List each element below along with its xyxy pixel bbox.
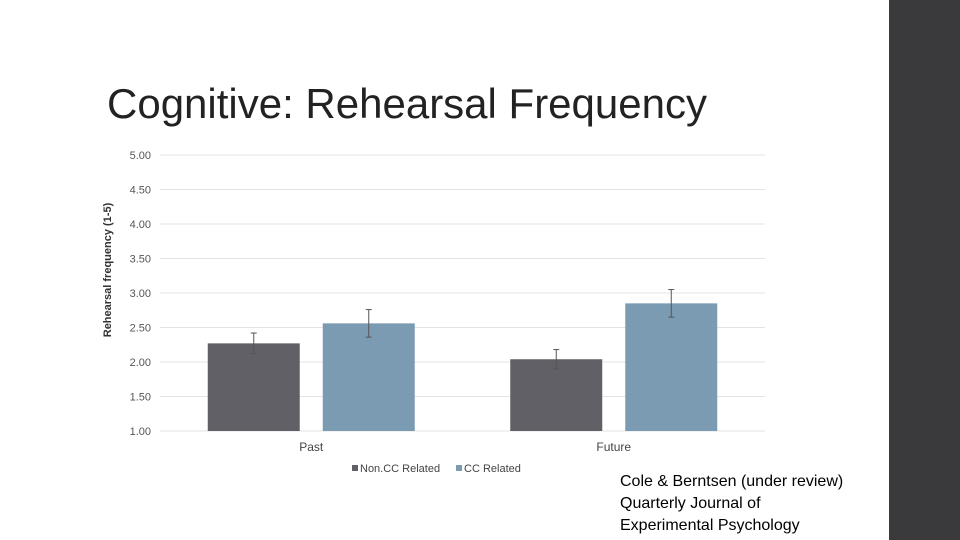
legend-label: CC Related [464,463,521,475]
x-tick-label: Past [299,440,324,454]
error-bar [553,349,560,370]
citation-line: Experimental Psychology [620,517,800,534]
bar [625,303,718,431]
y-tick-label: 2.50 [130,323,151,335]
x-tick-label: Future [596,440,631,454]
bar [207,343,300,431]
x-tick-labels: Past Future [299,440,631,454]
legend-label: Non.CC Related [360,463,440,475]
bars [207,303,718,431]
error-bars [250,289,675,370]
legend-swatch [352,465,358,471]
side-bar [889,0,960,540]
error-bar [250,332,257,355]
citation-line: Cole & Berntsen (under review) [620,473,844,490]
y-axis-label: Rehearsal frequency (1-5) [102,202,114,337]
y-tick-label: 3.50 [130,254,151,266]
citation: Cole & Berntsen (under review) Quarterly… [620,471,843,537]
y-tick-label: 5.00 [130,150,151,162]
citation-line: Quarterly Journal of [620,495,761,512]
y-tick-label: 1.00 [130,426,151,438]
error-bar [668,289,675,318]
bar [322,323,415,431]
y-tick-label: 4.50 [130,185,151,197]
legend: Non.CC Related CC Related [352,463,521,475]
y-tick-label: 1.50 [130,392,151,404]
bar [510,359,603,431]
y-tick-labels: 1.00 1.50 2.00 2.50 3.00 3.50 4.00 4.50 5.00 [130,150,151,438]
legend-swatch [456,465,462,471]
y-tick-label: 3.00 [130,288,151,300]
y-tick-label: 2.00 [130,357,151,369]
y-tick-label: 4.00 [130,219,151,231]
slide-title: Cognitive: Rehearsal Frequency [107,80,707,127]
error-bar [365,309,372,338]
